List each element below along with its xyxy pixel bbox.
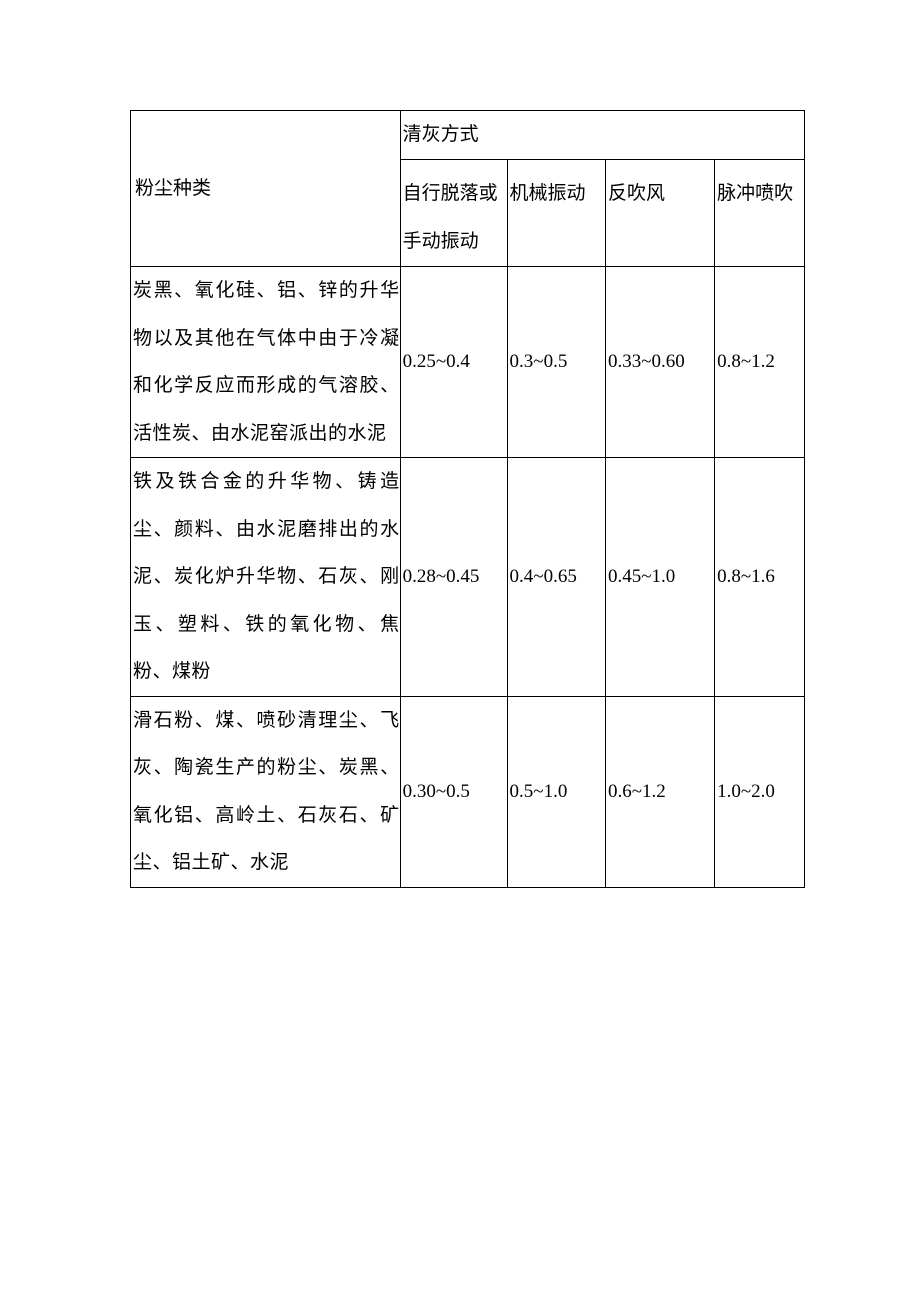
column-header-cleaning-method: 清灰方式 bbox=[400, 111, 804, 160]
column-header-method2: 机械振动 bbox=[507, 160, 605, 267]
cell-method4: 1.0~2.0 bbox=[715, 696, 805, 887]
table-row: 炭黑、氧化硅、铝、锌的升华物以及其他在气体中由于冷凝和化学反应而形成的气溶胶、活… bbox=[131, 267, 805, 458]
cell-method3: 0.33~0.60 bbox=[605, 267, 714, 458]
cell-method1: 0.30~0.5 bbox=[400, 696, 507, 887]
column-header-method1: 自行脱落或手动振动 bbox=[400, 160, 507, 267]
cell-dust-type: 铁及铁合金的升华物、铸造尘、颜料、由水泥磨排出的水泥、炭化炉升华物、石灰、刚玉、… bbox=[131, 458, 401, 697]
column-header-method4: 脉冲喷吹 bbox=[715, 160, 805, 267]
cell-method3: 0.6~1.2 bbox=[605, 696, 714, 887]
cell-method1: 0.28~0.45 bbox=[400, 458, 507, 697]
cell-method4: 0.8~1.6 bbox=[715, 458, 805, 697]
cell-dust-type: 滑石粉、煤、喷砂清理尘、飞灰、陶瓷生产的粉尘、炭黑、氧化铝、高岭土、石灰石、矿尘… bbox=[131, 696, 401, 887]
table-header-row-1: 粉尘种类 清灰方式 bbox=[131, 111, 805, 160]
column-header-dust-type: 粉尘种类 bbox=[131, 111, 401, 267]
cell-method4: 0.8~1.2 bbox=[715, 267, 805, 458]
dust-cleaning-table: 粉尘种类 清灰方式 自行脱落或手动振动 机械振动 反吹风 脉冲喷吹 炭黑、氧化硅… bbox=[130, 110, 805, 888]
cell-method2: 0.3~0.5 bbox=[507, 267, 605, 458]
document-page: 粉尘种类 清灰方式 自行脱落或手动振动 机械振动 反吹风 脉冲喷吹 炭黑、氧化硅… bbox=[0, 0, 920, 888]
column-header-method3: 反吹风 bbox=[605, 160, 714, 267]
cell-method3: 0.45~1.0 bbox=[605, 458, 714, 697]
table-row: 铁及铁合金的升华物、铸造尘、颜料、由水泥磨排出的水泥、炭化炉升华物、石灰、刚玉、… bbox=[131, 458, 805, 697]
cell-dust-type: 炭黑、氧化硅、铝、锌的升华物以及其他在气体中由于冷凝和化学反应而形成的气溶胶、活… bbox=[131, 267, 401, 458]
table-row: 滑石粉、煤、喷砂清理尘、飞灰、陶瓷生产的粉尘、炭黑、氧化铝、高岭土、石灰石、矿尘… bbox=[131, 696, 805, 887]
cell-method2: 0.4~0.65 bbox=[507, 458, 605, 697]
cell-method1: 0.25~0.4 bbox=[400, 267, 507, 458]
cell-method2: 0.5~1.0 bbox=[507, 696, 605, 887]
